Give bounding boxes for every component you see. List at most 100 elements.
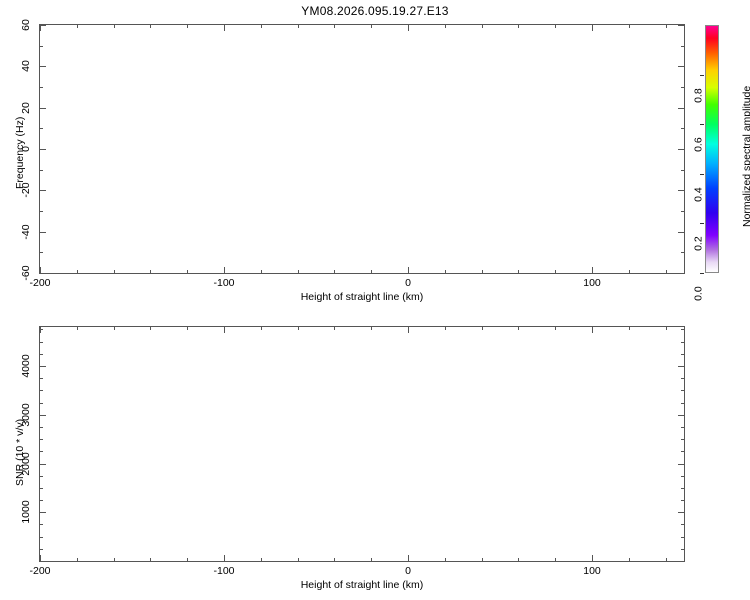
y-tick-minor <box>40 87 43 88</box>
x-tick-minor-top <box>297 327 299 330</box>
y-tick-minor <box>40 548 43 550</box>
x-tick-minor-top <box>371 327 373 330</box>
snr-ylabel: SNR (10 * v/v) <box>14 418 26 486</box>
y-tick-major-right <box>678 463 684 465</box>
x-tick-major-top <box>408 25 409 31</box>
spectrogram-ylabel: Frequency (Hz) <box>14 116 26 189</box>
y-tick-minor-right <box>681 211 684 212</box>
colorbar-tick <box>700 173 704 175</box>
colorbar-tick <box>700 223 704 225</box>
x-ticklabel: 100 <box>583 565 601 577</box>
snr-xlabel: Height of straight line (km) <box>300 579 424 591</box>
x-tick-minor-top <box>260 327 262 330</box>
colorbar-ticklabel: 0.0 <box>692 286 705 301</box>
x-tick-minor <box>260 558 262 561</box>
y-tick-minor-right <box>681 487 684 489</box>
x-tick-minor-top <box>187 25 189 28</box>
x-tick-minor <box>297 270 299 273</box>
spectrogram-xlabel: Height of straight line (km) <box>300 291 424 303</box>
x-tick-minor <box>665 558 667 561</box>
x-tick-major-top <box>40 25 41 31</box>
x-tick-minor <box>334 558 336 561</box>
y-tick-major-right <box>678 366 684 367</box>
x-ticklabel: -200 <box>29 565 51 577</box>
x-tick-minor <box>444 270 446 273</box>
y-ticklabel: -60 <box>20 265 32 281</box>
y-tick-minor-right <box>681 536 684 538</box>
colorbar-tick <box>700 124 704 126</box>
y-tick-minor-right <box>681 451 684 453</box>
y-tick-minor-right <box>681 426 684 428</box>
y-tick-minor <box>40 329 43 331</box>
x-tick-minor-top <box>628 25 630 28</box>
y-ticklabel: 20 <box>20 101 32 114</box>
y-tick-minor-right <box>681 475 684 477</box>
x-tick-minor-top <box>481 25 483 28</box>
y-tick-minor <box>40 390 43 392</box>
y-tick-major-right <box>678 107 684 109</box>
x-tick-minor-top <box>76 25 78 28</box>
y-tick-minor <box>40 45 43 47</box>
y-tick-major-right <box>678 149 684 150</box>
y-tick-minor <box>40 353 43 355</box>
x-tick-minor <box>187 270 189 273</box>
y-ticklabel: 40 <box>20 60 32 73</box>
x-tick-minor <box>481 558 483 561</box>
x-tick-minor <box>481 270 483 273</box>
y-tick-major <box>40 107 46 109</box>
y-tick-minor <box>40 378 43 380</box>
x-tick-minor-top <box>187 327 189 330</box>
y-tick-minor-right <box>681 439 684 441</box>
colorbar-ticklabel: 0.6 <box>692 137 705 153</box>
y-tick-minor <box>40 402 43 404</box>
y-tick-minor <box>40 487 43 489</box>
colorbar-title: Normalized spectral amplitude <box>741 85 750 227</box>
x-tick-major-top <box>408 327 409 333</box>
x-tick-major <box>224 555 225 561</box>
x-tick-minor-top <box>444 327 446 330</box>
x-tick-minor-top <box>150 25 152 28</box>
y-tick-minor-right <box>681 500 684 502</box>
x-ticklabel: 0 <box>405 565 411 577</box>
y-tick-minor-right <box>681 378 684 380</box>
x-tick-minor-top <box>113 25 115 28</box>
y-tick-minor-right <box>681 169 684 171</box>
y-tick-major-right <box>678 231 684 233</box>
spectrogram-frame <box>39 24 685 274</box>
x-tick-minor-top <box>150 327 152 330</box>
y-tick-minor <box>40 169 43 171</box>
y-tick-major <box>40 273 46 274</box>
y-tick-major <box>40 463 46 465</box>
x-tick-minor-top <box>76 327 78 330</box>
x-tick-minor-top <box>665 25 667 28</box>
y-tick-minor <box>40 341 43 343</box>
y-tick-major <box>40 149 46 150</box>
x-tick-minor-top <box>555 327 557 330</box>
x-tick-minor <box>297 558 299 561</box>
x-tick-minor <box>518 558 520 561</box>
y-tick-major-right <box>678 414 684 416</box>
y-tick-minor <box>40 475 43 477</box>
x-tick-minor-top <box>555 25 557 28</box>
x-tick-major-top <box>224 327 225 333</box>
y-tick-minor-right <box>681 252 684 254</box>
x-tick-minor <box>150 270 152 273</box>
x-tick-minor <box>260 270 262 273</box>
y-tick-minor <box>40 451 43 453</box>
y-tick-minor <box>40 211 43 212</box>
y-tick-major <box>40 190 46 192</box>
x-tick-major <box>40 555 41 561</box>
colorbar-tick <box>700 273 704 274</box>
colorbar-tick <box>700 74 704 76</box>
y-tick-minor <box>40 524 43 526</box>
x-tick-minor-top <box>113 327 115 330</box>
y-tick-minor <box>40 439 43 441</box>
x-tick-major <box>408 555 409 561</box>
figure-title: YM08.2026.095.19.27.E13 <box>301 4 449 18</box>
x-ticklabel: 0 <box>405 277 411 289</box>
x-tick-minor <box>555 270 557 273</box>
x-tick-minor-top <box>481 327 483 330</box>
x-tick-minor <box>76 558 78 561</box>
y-ticklabel: -40 <box>20 224 32 240</box>
